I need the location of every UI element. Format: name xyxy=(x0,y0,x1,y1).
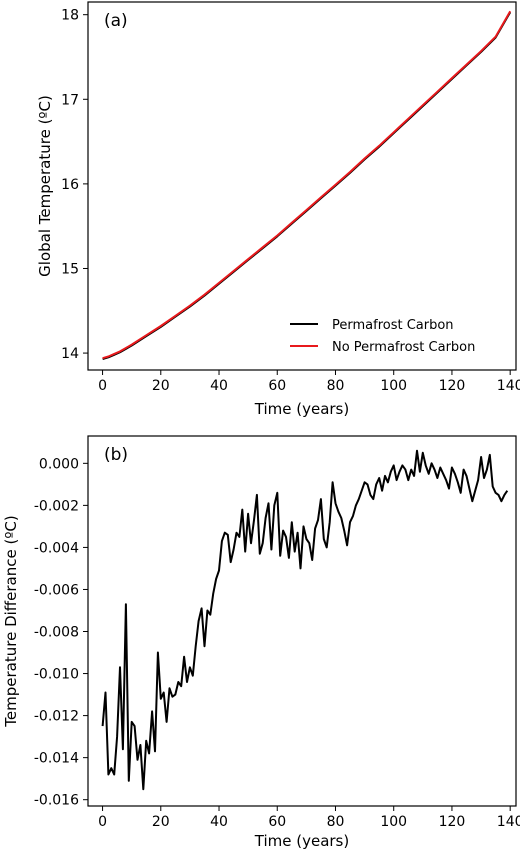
panel-a-label: (a) xyxy=(104,11,128,31)
x-tick-label: 120 xyxy=(439,814,466,830)
panel-a-lines xyxy=(102,10,512,360)
x-tick-label: 40 xyxy=(210,814,228,830)
y-tick-label: 17 xyxy=(61,92,79,108)
x-tick-label: 100 xyxy=(380,378,407,394)
legend-label-permafrost-carbon: Permafrost Carbon xyxy=(332,318,454,333)
panel-b: (b) 0 20 40 60 80 100 120 140 -0.016-0.014-0.01… xyxy=(2,435,520,850)
series-line-1 xyxy=(102,10,512,360)
x-tick-label: 140 xyxy=(497,378,520,394)
x-tick-label: 0 xyxy=(98,378,107,394)
y-tick-label: -0.010 xyxy=(34,667,79,683)
x-tick-label: 100 xyxy=(380,814,407,830)
x-tick-label: 120 xyxy=(439,378,466,394)
x-tick-label: 80 xyxy=(327,814,345,830)
x-tick-label: 140 xyxy=(497,814,520,830)
y-tick-label: 15 xyxy=(61,261,79,277)
panel-b-lines xyxy=(101,449,509,791)
x-tick-label: 20 xyxy=(152,378,170,394)
legend-label-no-permafrost-carbon: No Permafrost Carbon xyxy=(332,340,475,355)
panel-b-y-ticks: -0.016 -0.014 -0.012 -0.010 -0.008 -0.006 -0.0… xyxy=(34,456,88,809)
y-tick-label: 0.000 xyxy=(39,456,79,472)
y-tick-label: 14 xyxy=(61,346,79,362)
y-tick-label: -0.008 xyxy=(34,625,79,641)
panel-a-x-label: Time (years) xyxy=(254,400,349,418)
panel-a-frame xyxy=(87,1,517,371)
panel-b-frame xyxy=(87,435,517,807)
y-tick-label: -0.016 xyxy=(34,793,79,809)
y-tick-label: -0.006 xyxy=(34,582,79,598)
series-line-0 xyxy=(101,449,509,791)
panel-a-x-ticks: 0 20 40 60 80 100 120 140 xyxy=(98,370,520,394)
panel-b-label: (b) xyxy=(104,445,128,465)
x-tick-label: 40 xyxy=(210,378,228,394)
panel-b-x-ticks: 0 20 40 60 80 100 120 140 xyxy=(98,806,520,830)
x-tick-label: 60 xyxy=(268,378,286,394)
x-tick-label: 0 xyxy=(98,814,107,830)
panel-b-y-label: Temperature Differance (ºC) xyxy=(2,515,20,727)
y-tick-label: -0.002 xyxy=(34,498,79,514)
y-tick-label: 18 xyxy=(61,8,79,24)
panel-a-y-ticks: 14 15 16 17 18 xyxy=(61,8,88,362)
x-tick-label: 20 xyxy=(152,814,170,830)
y-tick-label: -0.012 xyxy=(34,709,79,725)
panel-a-legend: Permafrost Carbon No Permafrost Carbon xyxy=(290,318,475,355)
x-tick-label: 80 xyxy=(327,378,345,394)
y-tick-label: -0.004 xyxy=(34,540,79,556)
panel-a-y-label: Global Temperature (ºC) xyxy=(36,95,54,277)
y-tick-label: 16 xyxy=(61,177,79,193)
y-tick-label: -0.014 xyxy=(34,751,79,767)
panel-b-x-label: Time (years) xyxy=(254,832,349,850)
panel-a: (a) 0 20 40 60 80 100 120 140 14 15 16 17 18 Time (… xyxy=(36,1,520,418)
x-tick-label: 60 xyxy=(268,814,286,830)
